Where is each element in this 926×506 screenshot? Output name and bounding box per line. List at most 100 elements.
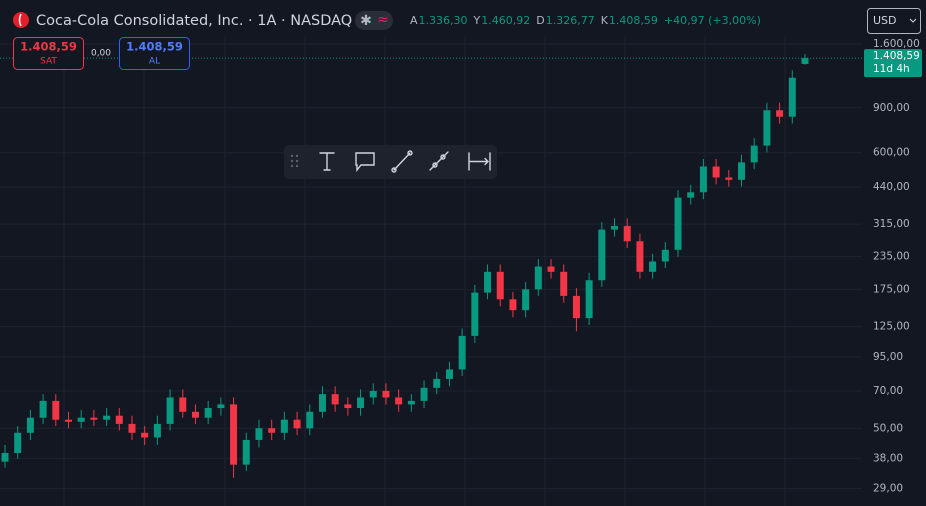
- y-tick-label: 125,00: [873, 321, 910, 333]
- symbol-title[interactable]: Coca-Cola Consolidated, Inc. · 1A · NASD…: [36, 13, 352, 29]
- candle-body: [153, 423, 161, 438]
- candle-body: [433, 378, 441, 388]
- y-tick-label: 235,00: [873, 251, 910, 263]
- candle-body: [661, 249, 669, 262]
- ohlc-value: 1.408,59: [609, 14, 658, 27]
- candle-body: [712, 166, 720, 178]
- candle-body: [204, 408, 212, 418]
- countdown: 11d 4h: [873, 63, 910, 75]
- candle-body: [496, 271, 504, 300]
- plot: [0, 43, 862, 490]
- y-tick-label: 900,00: [873, 102, 910, 114]
- candle-body: [217, 404, 225, 409]
- candle-body: [560, 271, 568, 296]
- y-tick-label: 315,00: [873, 218, 910, 230]
- y-tick-label: 95,00: [873, 351, 903, 363]
- candle-body: [623, 225, 631, 242]
- symbol-logo: [13, 12, 29, 28]
- candle-body: [458, 335, 466, 370]
- y-tick-label: 600,00: [873, 147, 910, 159]
- candle-body: [179, 397, 187, 412]
- candle-body: [242, 439, 250, 465]
- candle-body: [103, 415, 111, 420]
- trend-line-handle: [391, 167, 397, 173]
- candle-body: [395, 397, 403, 405]
- candle-body: [572, 295, 580, 319]
- candle-body: [420, 387, 428, 401]
- candle-body: [750, 145, 758, 163]
- badge-group[interactable]: [355, 11, 393, 30]
- y-tick-label: 38,00: [873, 453, 903, 465]
- callout-tool[interactable]: [355, 152, 375, 172]
- y-tick-label: 70,00: [873, 385, 903, 397]
- drag-handle[interactable]: [290, 154, 299, 168]
- ray-tool[interactable]: [429, 151, 449, 171]
- spread: 0,00: [91, 49, 111, 59]
- candle-body: [674, 197, 682, 250]
- y-tick-label: 175,00: [873, 283, 910, 295]
- candle-body: [598, 229, 606, 281]
- candle-body: [636, 241, 644, 272]
- currency-label: USD: [873, 14, 897, 27]
- candle-body: [318, 394, 326, 412]
- toolbar-bg: [284, 145, 497, 179]
- candle-body: [788, 77, 796, 117]
- candle-body: [611, 225, 619, 230]
- candle-body: [445, 369, 453, 379]
- ohlc-key: A: [410, 14, 418, 27]
- vertical-grid: [63, 36, 786, 506]
- candle-body: [344, 404, 352, 409]
- ohlc-value: 1.326,77: [546, 14, 595, 27]
- buy-button[interactable]: [119, 37, 190, 70]
- ohlc-key: Y: [473, 14, 481, 27]
- candle-body: [280, 419, 288, 433]
- candle-body: [407, 400, 415, 405]
- price-axis: 1.600,00 900,00 600,00 440,00 315,00 235,00 17…: [862, 36, 926, 506]
- y-tick-label: 1.600,00: [873, 38, 920, 50]
- candle-body: [230, 404, 238, 465]
- badge-icon: ✱: [360, 13, 372, 29]
- ray-handle: [432, 162, 438, 168]
- candle-body: [293, 419, 301, 429]
- candle-body: [128, 423, 136, 433]
- ohlc-key: K: [601, 14, 609, 27]
- dropdown-arrow: [909, 18, 917, 23]
- candle-body: [255, 428, 263, 440]
- candle-body: [509, 299, 517, 311]
- candle-body: [522, 289, 530, 311]
- trend-line-tool[interactable]: [393, 152, 411, 171]
- y-tick-label: 50,00: [873, 422, 903, 434]
- logo-mark: [18, 13, 22, 27]
- axis-bg: [862, 36, 926, 506]
- candle-body: [649, 261, 657, 272]
- buy-label: AL: [149, 57, 160, 67]
- candle-body: [26, 417, 34, 433]
- ohlc-value: 1.460,92: [481, 14, 530, 27]
- candle-body: [801, 58, 809, 64]
- candle-body: [547, 266, 555, 272]
- candle-body: [64, 419, 72, 422]
- candle-body: [382, 390, 390, 398]
- candle-body: [763, 110, 771, 146]
- trend-line-handle: [407, 150, 413, 156]
- candle-body: [369, 390, 377, 398]
- ohlc-value: 1.336,30: [419, 14, 468, 27]
- currency-dropdown[interactable]: [867, 8, 921, 34]
- ray-handle: [440, 154, 446, 160]
- sell-button[interactable]: [13, 37, 84, 70]
- last-price-label: 1.408,59: [873, 50, 920, 62]
- text-tool[interactable]: [319, 152, 335, 171]
- candle-body: [39, 400, 47, 418]
- candle-body: [357, 397, 365, 409]
- candle-body: [1, 452, 9, 462]
- sell-label: SAT: [40, 57, 57, 67]
- candle-body: [738, 162, 746, 180]
- candle-body: [484, 271, 492, 293]
- candle-body: [534, 266, 542, 290]
- y-tick-label: 440,00: [873, 181, 910, 193]
- change: +40,97 (+3,00%): [664, 14, 761, 27]
- candle-body: [585, 280, 593, 319]
- measure-tool[interactable]: [468, 152, 491, 171]
